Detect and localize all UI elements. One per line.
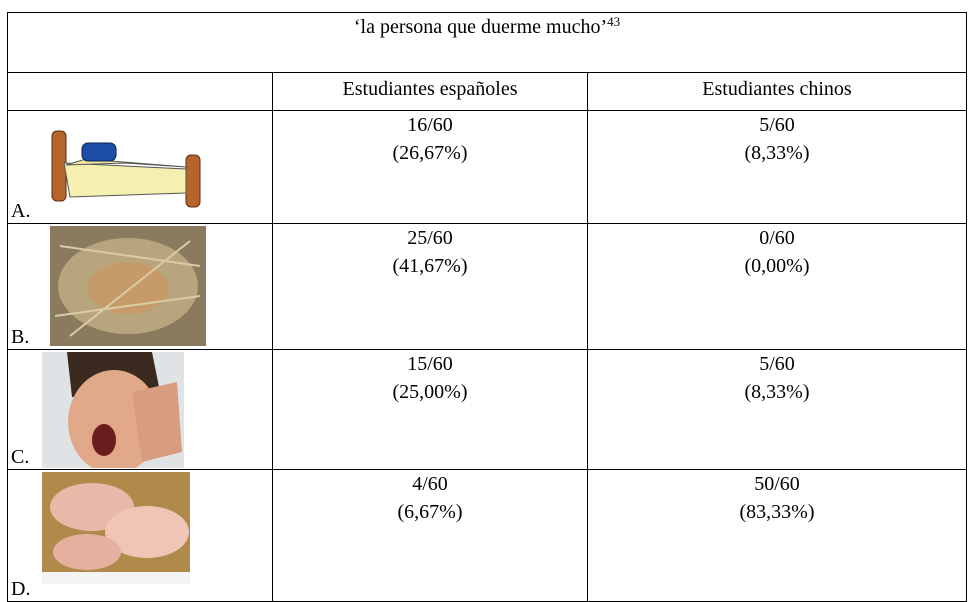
bed-image (51, 130, 201, 208)
caption-cell: ‘la persona que duerme mucho’43 (7, 12, 967, 73)
option-cell: D. (7, 469, 273, 602)
data-cell: 25/60 (41,67%) (272, 223, 588, 350)
option-label: C. (11, 446, 30, 468)
count: 4/60 (412, 473, 448, 495)
percent: (0,00%) (744, 255, 810, 277)
column-header: Estudiantes españoles (272, 72, 588, 111)
count: 16/60 (407, 114, 453, 136)
data-cell: 0/60 (0,00%) (587, 223, 967, 350)
count: 25/60 (407, 227, 453, 249)
yawning-man-image (42, 352, 184, 468)
option-cell: A. (7, 110, 273, 224)
option-label: B. (11, 326, 30, 348)
count: 0/60 (759, 227, 795, 249)
data-cell: 4/60 (6,67%) (272, 469, 588, 602)
option-label: A. (11, 200, 31, 222)
count: 5/60 (759, 114, 795, 136)
data-cell: 5/60 (8,33%) (587, 349, 967, 470)
percent: (41,67%) (392, 255, 468, 277)
percent: (6,67%) (397, 501, 463, 523)
caption: ‘la persona que duerme mucho’ (353, 16, 608, 38)
percent: (26,67%) (392, 142, 468, 164)
percent: (25,00%) (392, 381, 468, 403)
data-cell: 16/60 (26,67%) (272, 110, 588, 224)
percent: (83,33%) (739, 501, 815, 523)
pigs-image (42, 472, 190, 584)
footnote-ref: 43 (607, 14, 621, 29)
column-header: Estudiantes chinos (587, 72, 967, 111)
data-cell: 15/60 (25,00%) (272, 349, 588, 470)
option-cell: B. (7, 223, 273, 350)
results-table: ‘la persona que duerme mucho’43 Estudian… (7, 12, 967, 602)
count: 50/60 (754, 473, 800, 495)
option-label: D. (11, 578, 31, 600)
empty-header (7, 72, 273, 111)
data-cell: 5/60 (8,33%) (587, 110, 967, 224)
nest-image (50, 226, 206, 346)
data-cell: 50/60 (83,33%) (587, 469, 967, 602)
percent: (8,33%) (744, 142, 810, 164)
percent: (8,33%) (744, 381, 810, 403)
count: 15/60 (407, 353, 453, 375)
count: 5/60 (759, 353, 795, 375)
option-cell: C. (7, 349, 273, 470)
